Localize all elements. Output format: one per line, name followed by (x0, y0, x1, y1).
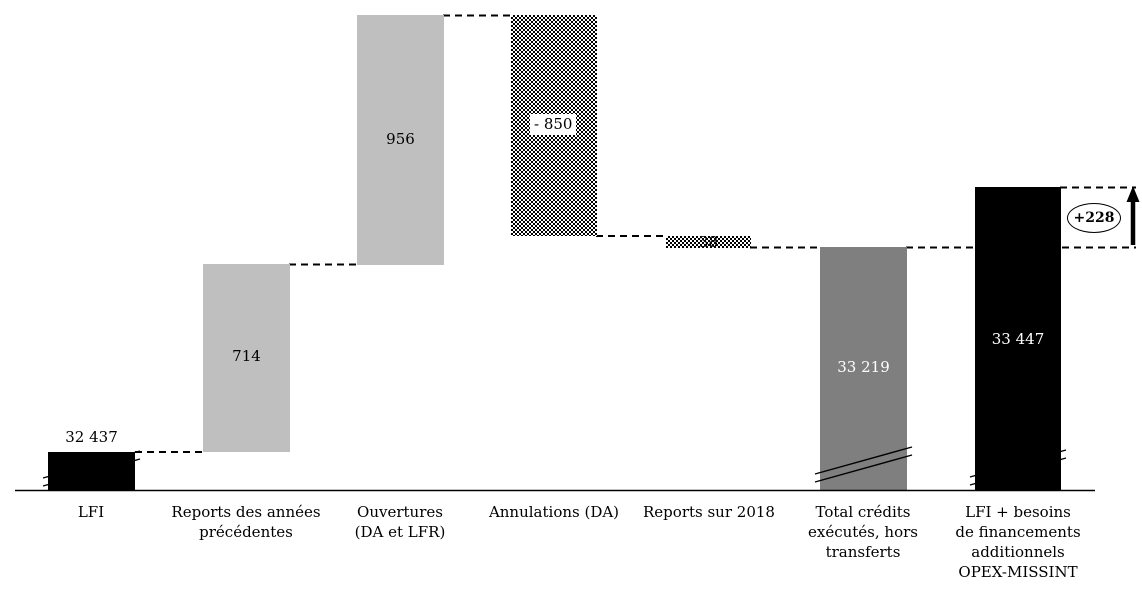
bar-reports-sur-2018 (666, 236, 751, 248)
bar-ouvertures-da-lfr (357, 15, 444, 265)
value-label-reports-2018: 38 (698, 233, 719, 251)
delta-value: +228 (1073, 210, 1115, 226)
category-label-total: Total crédits exécutés, hors transferts (808, 503, 918, 561)
category-label-reports: Reports des années précédentes (171, 503, 321, 541)
bar-lfi-plus-besoins (975, 187, 1061, 490)
category-label-ouvertures: Ouvertures (DA et LFR) (354, 503, 446, 541)
value-label-lfi-besoins: 33 447 (991, 330, 1045, 348)
delta-arrow-up-icon (1126, 186, 1140, 202)
category-label-reports-2018: Reports sur 2018 (643, 503, 775, 521)
delta-ellipse-badge: +228 (1067, 203, 1121, 233)
value-label-lfi: 32 437 (65, 428, 118, 446)
value-label-ouvertures: 956 (386, 130, 415, 148)
bar-reports-annees-precedentes (203, 264, 290, 452)
bar-total-credits-executes (820, 247, 907, 490)
category-label-lfi: LFI (77, 503, 105, 521)
axis-break-marks (42, 446, 1067, 487)
value-label-annulations: - 850 (530, 114, 577, 135)
category-label-annulations: Annulations (DA) (488, 503, 620, 521)
category-label-lfi-besoins: LFI + besoins de financements additionne… (955, 503, 1081, 581)
value-label-reports: 714 (232, 347, 261, 365)
bar-lfi (48, 452, 135, 490)
value-label-total: 33 219 (837, 358, 890, 376)
